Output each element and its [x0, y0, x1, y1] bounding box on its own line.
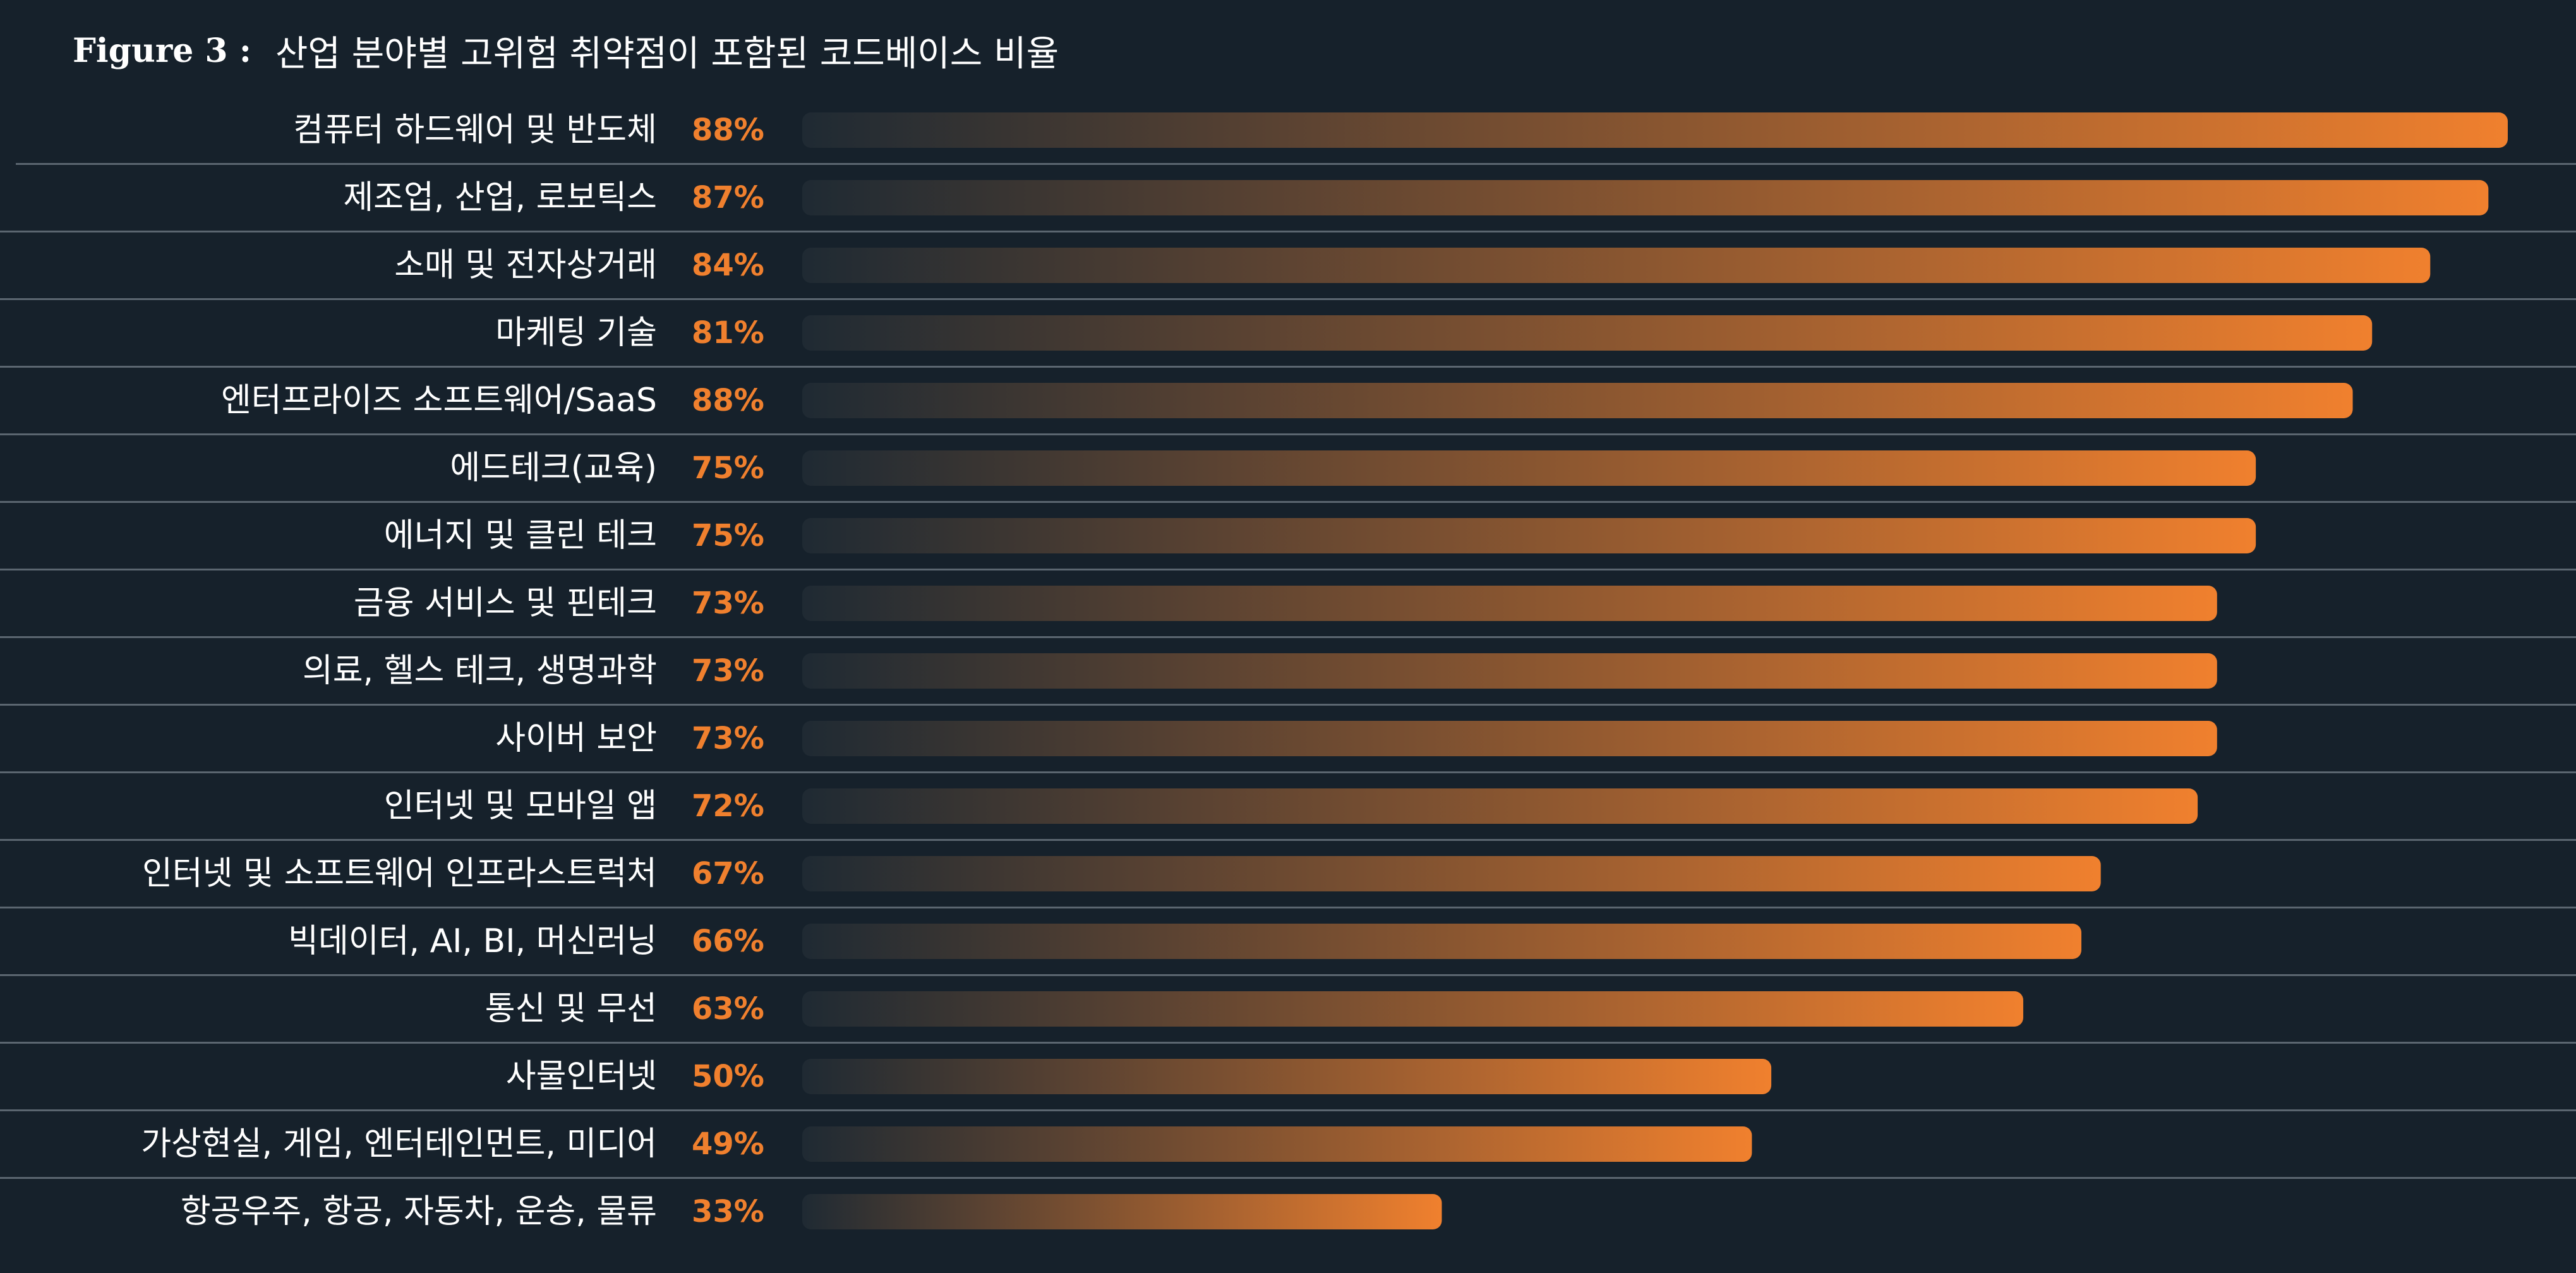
value-label: 81%: [692, 315, 764, 351]
category-label: 가상현실, 게임, 엔터테인먼트, 미디어: [141, 1125, 657, 1163]
bar: [802, 924, 2081, 959]
category-label: 통신 및 무선: [485, 990, 657, 1028]
bar: [802, 112, 2508, 148]
category-label: 마케팅 기술: [495, 314, 657, 352]
value-label: 75%: [692, 450, 764, 486]
value-label: 33%: [692, 1194, 764, 1229]
category-label: 엔터프라이즈 소프트웨어/SaaS: [221, 382, 657, 419]
value-label: 88%: [692, 383, 764, 418]
bar: [802, 315, 2373, 351]
bar: [802, 788, 2198, 824]
bar: [802, 991, 2023, 1027]
bar: [802, 248, 2431, 283]
bar: [802, 1194, 1442, 1229]
bar: [802, 856, 2101, 891]
category-label: 금융 서비스 및 핀테크: [354, 584, 657, 622]
value-label: 87%: [692, 180, 764, 215]
value-label: 67%: [692, 856, 764, 891]
value-label: 73%: [692, 721, 764, 756]
bar: [802, 1059, 1772, 1094]
value-label: 63%: [692, 991, 764, 1027]
figure-header: Figure 3 : 산업 분야별 고위험 취약점이 포함된 코드베이스 비율: [73, 25, 1059, 76]
chart-title: 산업 분야별 고위험 취약점이 포함된 코드베이스 비율: [275, 33, 1059, 75]
category-label: 에너지 및 클린 테크: [384, 517, 657, 555]
category-label: 인터넷 및 소프트웨어 인프라스트럭처: [142, 855, 657, 893]
category-label: 인터넷 및 모바일 앱: [384, 787, 657, 825]
category-label: 제조업, 산업, 로보틱스: [343, 179, 657, 217]
figure-label: Figure 3 :: [73, 31, 251, 70]
bar: [802, 653, 2217, 689]
category-label: 항공우주, 항공, 자동차, 운송, 물류: [181, 1193, 657, 1231]
category-label: 소매 및 전자상거래: [394, 246, 657, 284]
bar: [802, 180, 2489, 215]
value-label: 72%: [692, 788, 764, 824]
value-label: 73%: [692, 586, 764, 621]
bar: [802, 1126, 1752, 1162]
value-label: 66%: [692, 924, 764, 959]
value-label: 88%: [692, 112, 764, 148]
category-label: 빅데이터, AI, BI, 머신러닝: [288, 922, 657, 960]
category-label: 컴퓨터 하드웨어 및 반도체: [293, 111, 657, 149]
bar: [802, 383, 2353, 418]
category-label: 에드테크(교육): [450, 449, 657, 487]
category-label: 의료, 헬스 테크, 생명과학: [303, 652, 657, 690]
value-label: 49%: [692, 1126, 764, 1162]
category-label: 사이버 보안: [495, 720, 657, 757]
category-label: 사물인터넷: [506, 1058, 657, 1095]
value-label: 73%: [692, 653, 764, 689]
bar: [802, 518, 2256, 553]
bar: [802, 450, 2256, 486]
bar: [802, 721, 2217, 756]
value-label: 84%: [692, 248, 764, 283]
value-label: 50%: [692, 1059, 764, 1094]
bar: [802, 586, 2217, 621]
value-label: 75%: [692, 518, 764, 553]
